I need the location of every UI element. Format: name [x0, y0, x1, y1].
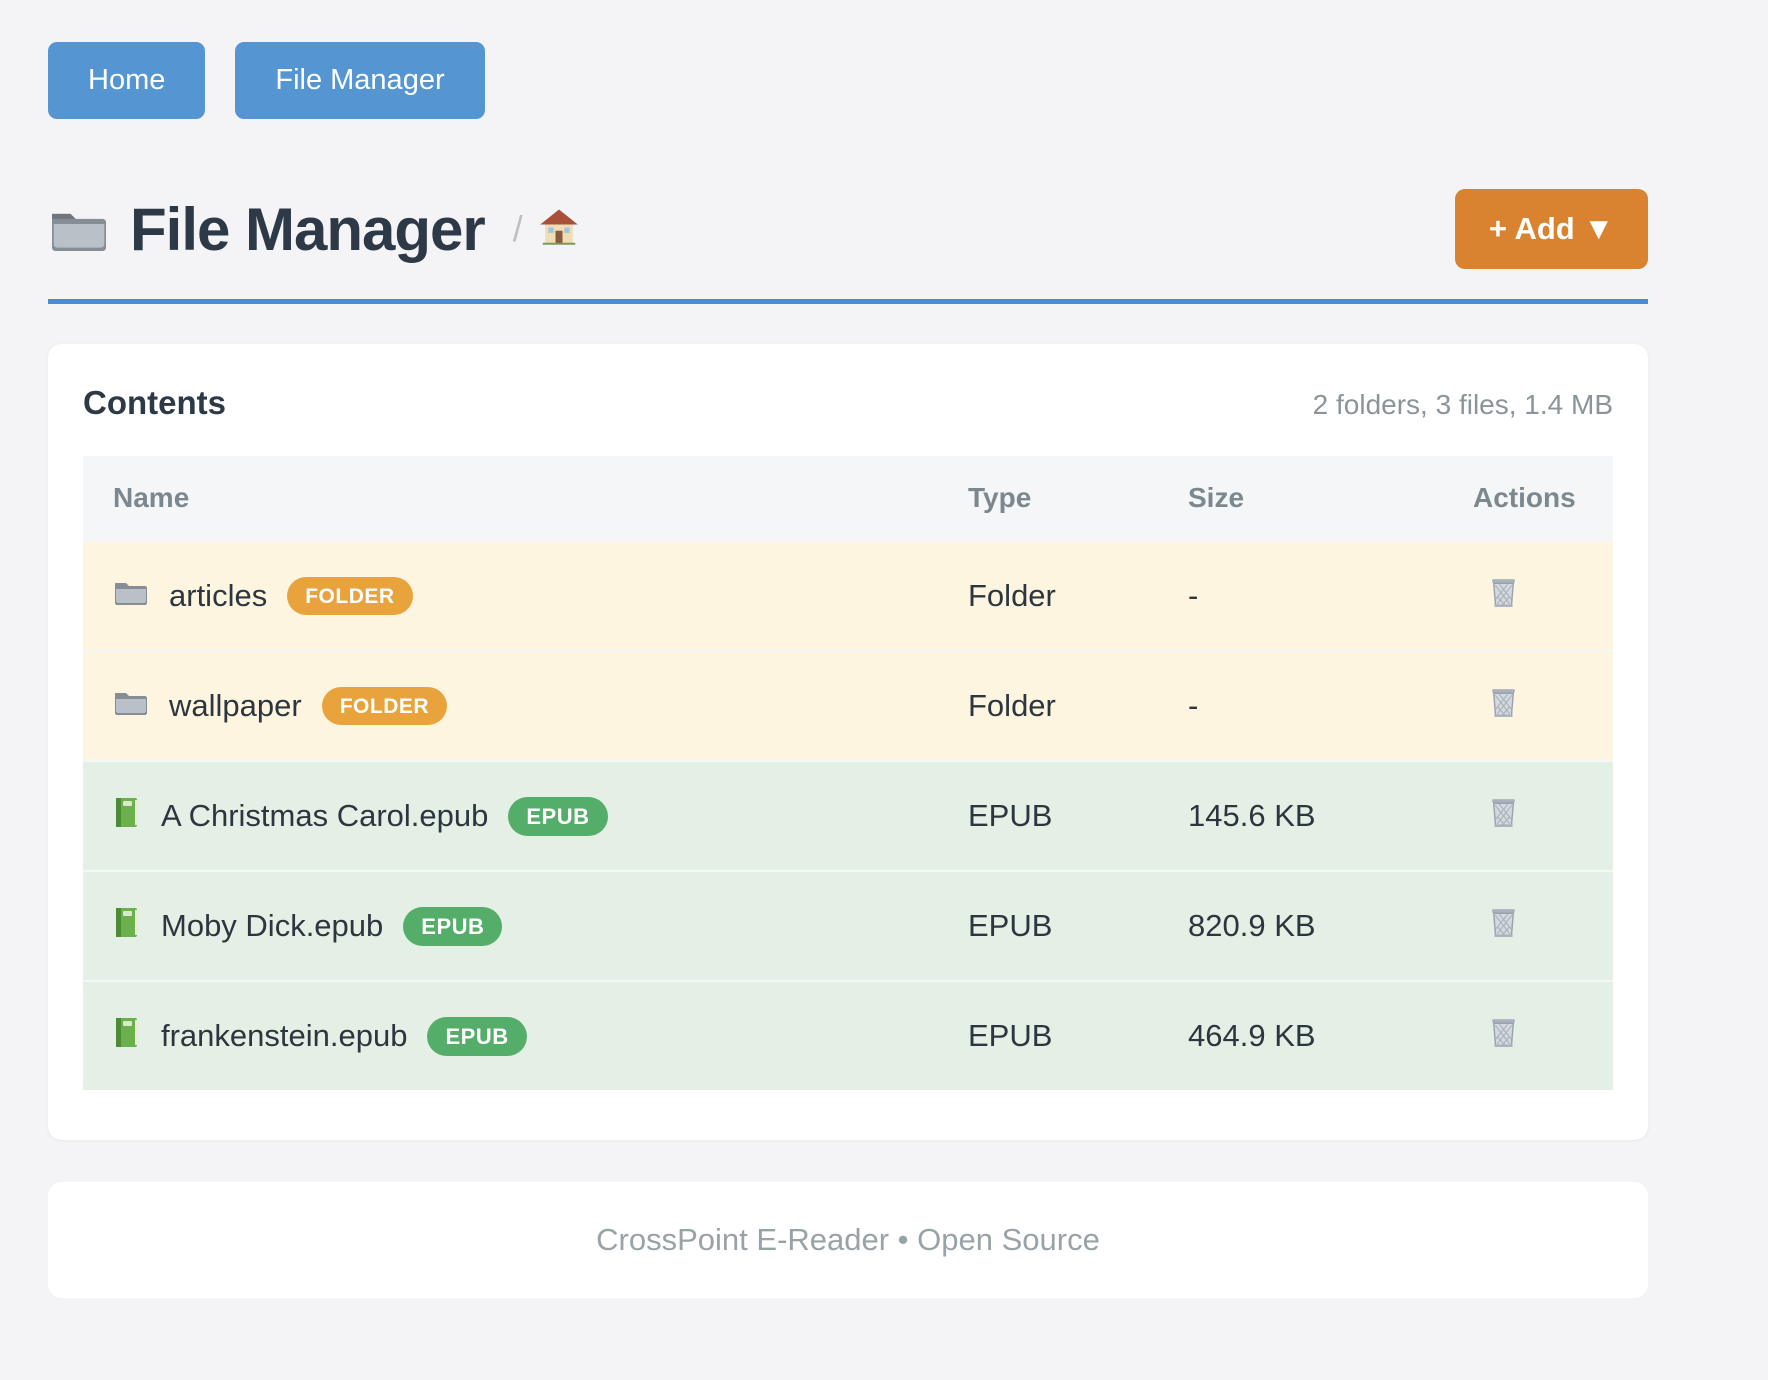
table-row[interactable]: A Christmas Carol.epub EPUB EPUB 145.6 K…	[83, 760, 1613, 870]
file-manager-button[interactable]: File Manager	[235, 42, 485, 119]
folder-icon	[48, 202, 110, 256]
type-badge: FOLDER	[321, 687, 448, 725]
page: Home File Manager File Manager /	[48, 42, 1648, 1298]
breadcrumb-separator: /	[512, 208, 523, 249]
file-size: -	[1188, 688, 1199, 723]
type-badge: EPUB	[427, 1016, 527, 1056]
table-row[interactable]: articles FOLDER Folder -	[83, 540, 1613, 650]
delete-button[interactable]	[1473, 795, 1520, 833]
type-badge: EPUB	[508, 796, 608, 836]
file-type: EPUB	[968, 908, 1053, 943]
contents-heading: Contents	[83, 384, 226, 421]
file-name: Moby Dick.epub	[161, 908, 384, 943]
file-size: -	[1188, 578, 1199, 613]
trash-icon	[1487, 685, 1520, 723]
type-badge: EPUB	[403, 906, 503, 946]
page-header: File Manager / + Add ▼	[48, 189, 1648, 269]
table-header-row: Name Type Size Actions	[83, 456, 1613, 540]
delete-button[interactable]	[1473, 905, 1520, 943]
file-size: 820.9 KB	[1188, 908, 1316, 943]
file-name: frankenstein.epub	[161, 1018, 408, 1053]
file-name: wallpaper	[169, 688, 302, 723]
file-type: Folder	[968, 688, 1056, 723]
column-header-name: Name	[113, 482, 190, 513]
type-badge: FOLDER	[287, 577, 413, 615]
trash-icon	[1487, 575, 1520, 613]
column-header-actions: Actions	[1473, 482, 1576, 513]
file-name: A Christmas Carol.epub	[161, 798, 489, 833]
book-icon	[113, 796, 141, 837]
home-icon[interactable]	[539, 207, 579, 252]
table-row[interactable]: frankenstein.epub EPUB EPUB 464.9 KB	[83, 980, 1613, 1090]
file-type: EPUB	[968, 1018, 1053, 1053]
file-type: EPUB	[968, 798, 1053, 833]
file-table: Name Type Size Actions articles FOLDER	[83, 456, 1613, 1090]
contents-summary: 2 folders, 3 files, 1.4 MB	[1312, 389, 1613, 420]
folder-icon	[113, 686, 149, 726]
book-icon	[113, 906, 141, 947]
file-size: 464.9 KB	[1188, 1018, 1316, 1053]
folder-icon	[113, 576, 149, 616]
table-row[interactable]: Moby Dick.epub EPUB EPUB 820.9 KB	[83, 870, 1613, 980]
delete-button[interactable]	[1473, 1015, 1520, 1053]
title-underline	[48, 299, 1648, 304]
breadcrumb: /	[513, 207, 579, 252]
table-row[interactable]: wallpaper FOLDER Folder -	[83, 650, 1613, 760]
top-nav: Home File Manager	[48, 42, 1648, 119]
trash-icon	[1487, 795, 1520, 833]
add-button[interactable]: + Add ▼	[1454, 189, 1648, 269]
file-name: articles	[169, 578, 268, 613]
home-button[interactable]: Home	[48, 42, 206, 119]
delete-button[interactable]	[1473, 685, 1520, 723]
trash-icon	[1487, 1015, 1520, 1053]
file-type: Folder	[968, 578, 1056, 613]
file-size: 145.6 KB	[1188, 798, 1316, 833]
column-header-size: Size	[1188, 482, 1245, 513]
delete-button[interactable]	[1473, 575, 1520, 613]
footer-card: CrossPoint E-Reader • Open Source	[48, 1182, 1648, 1298]
footer-text: CrossPoint E-Reader • Open Source	[596, 1222, 1100, 1257]
contents-card: Contents 2 folders, 3 files, 1.4 MB Name…	[48, 344, 1648, 1140]
trash-icon	[1487, 905, 1520, 943]
page-title: File Manager	[130, 195, 486, 263]
book-icon	[113, 1016, 141, 1057]
column-header-type: Type	[968, 482, 1032, 513]
card-header: Contents 2 folders, 3 files, 1.4 MB	[83, 384, 1613, 422]
